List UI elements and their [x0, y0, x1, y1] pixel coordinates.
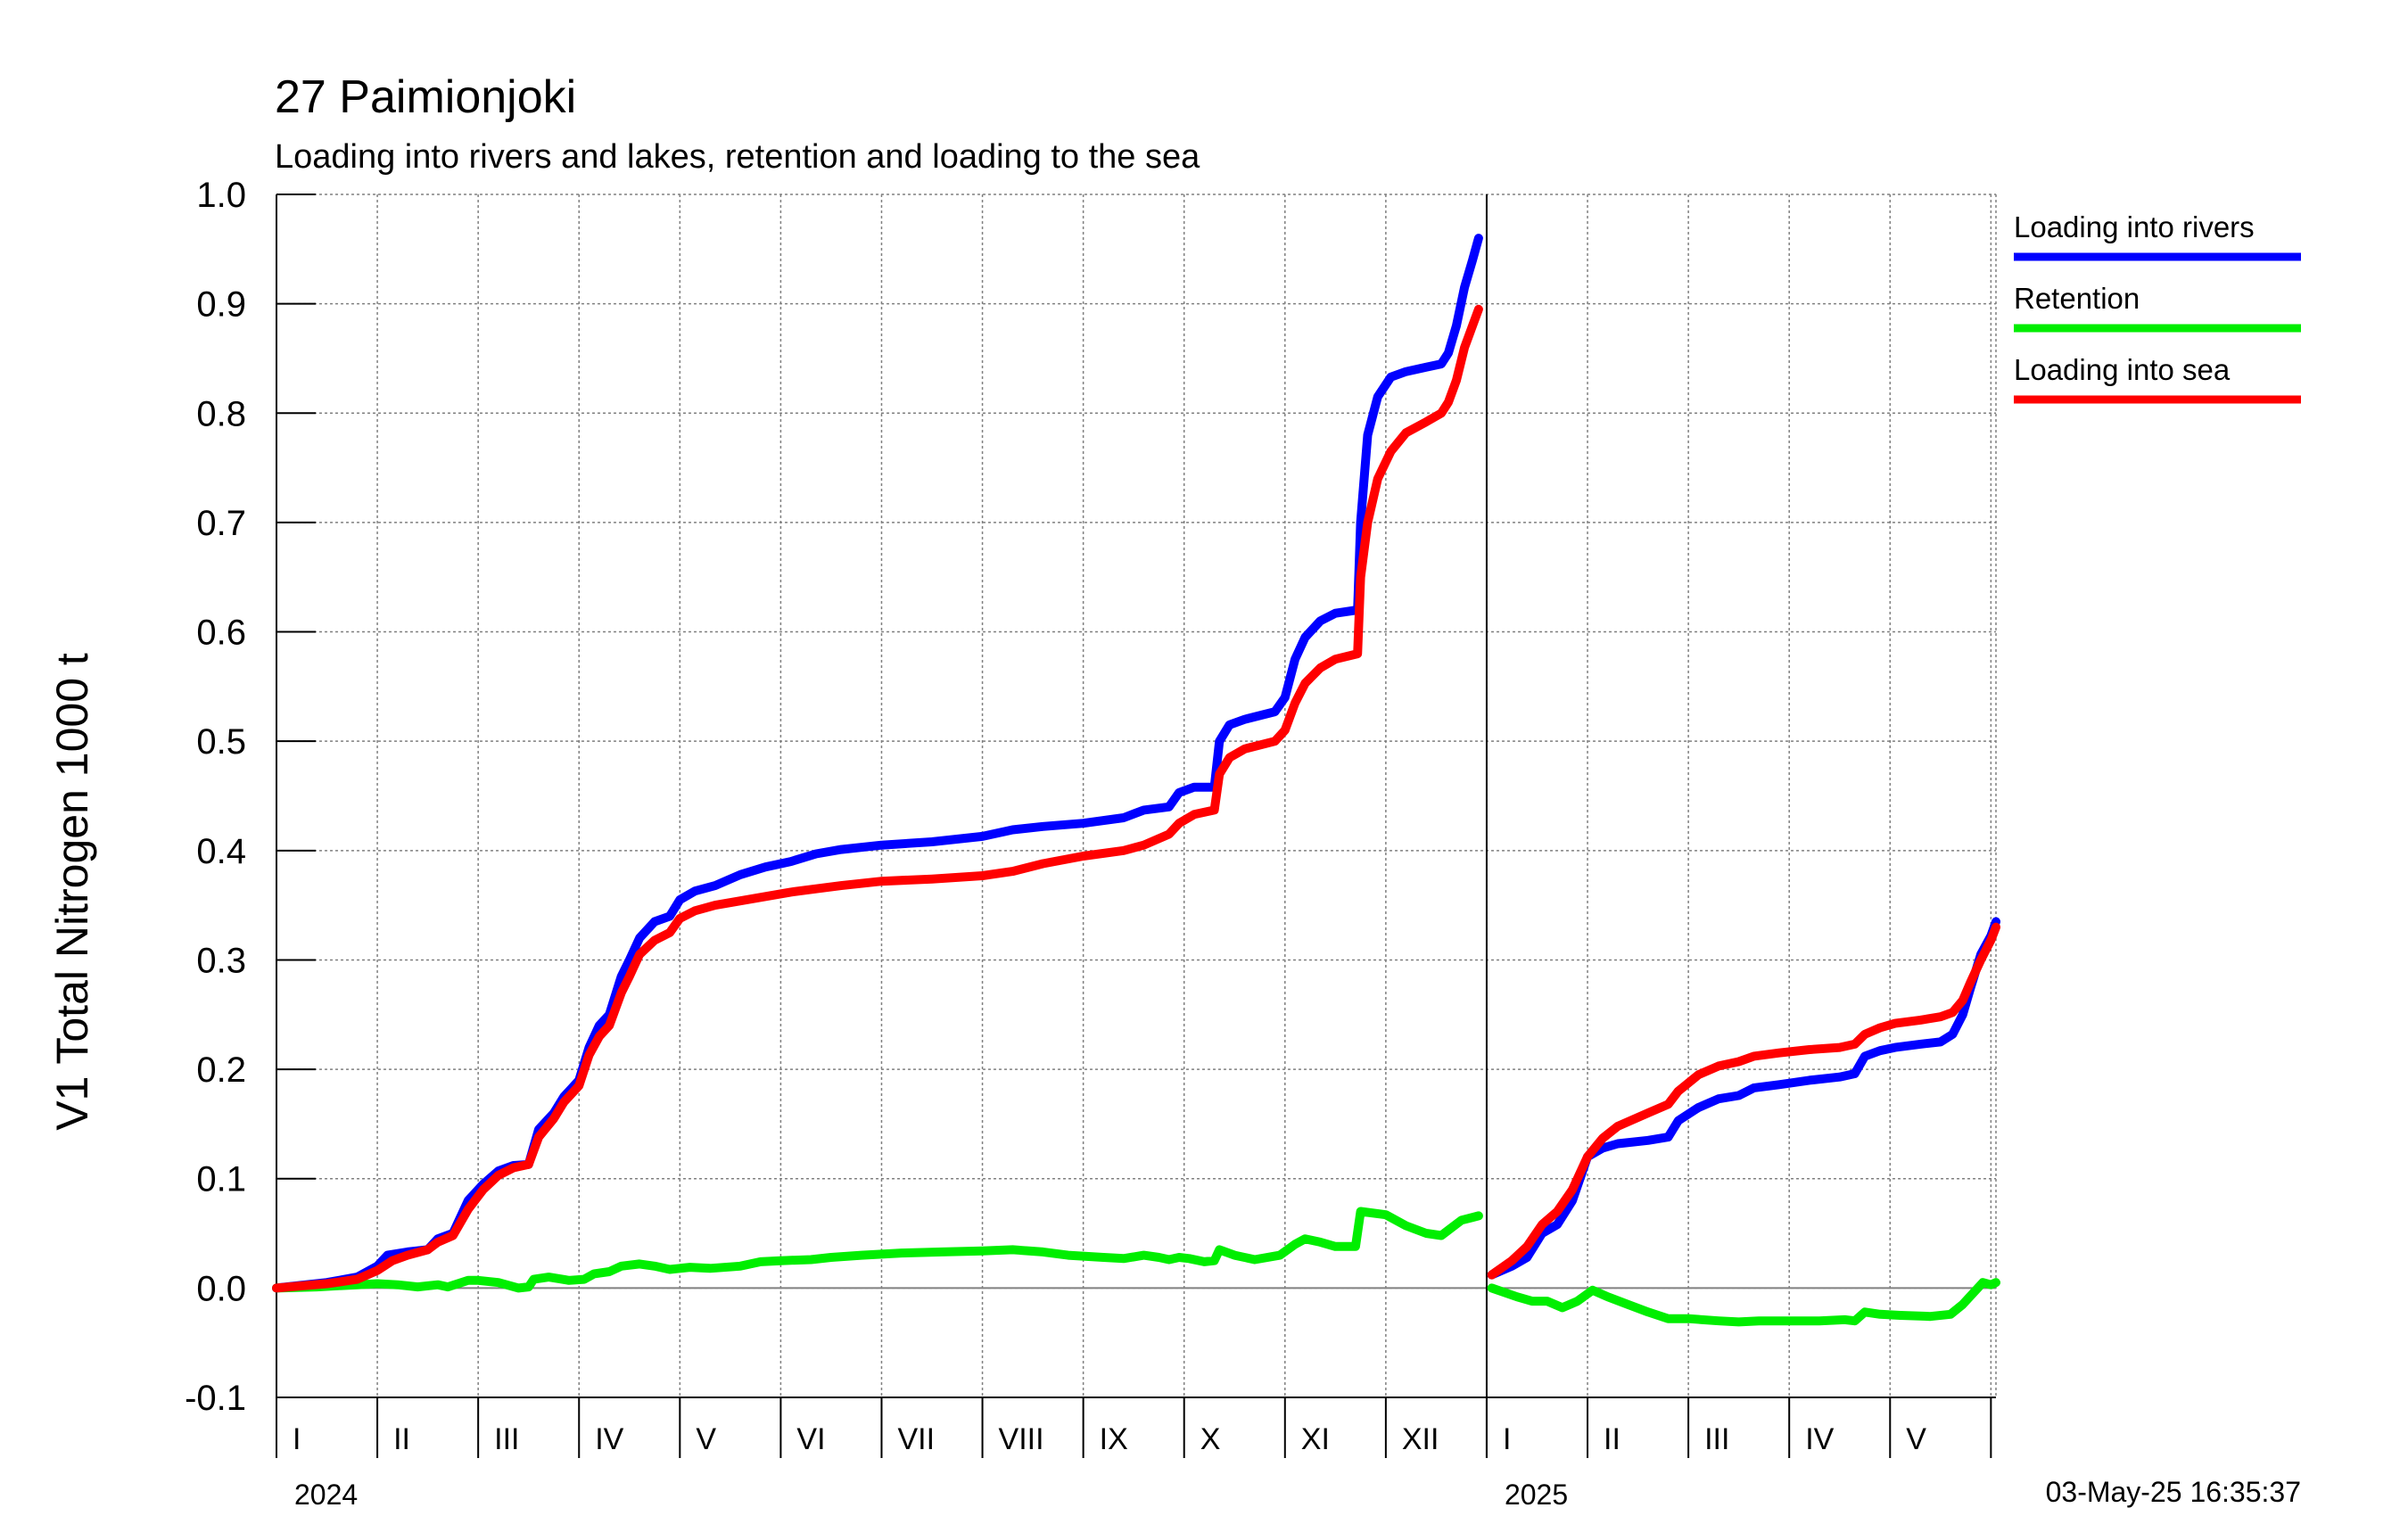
- chart-title: 27 Paimionjoki: [275, 71, 576, 123]
- y-tick-label: 0.7: [196, 504, 246, 543]
- series-line-retention: [1487, 1278, 2000, 1327]
- y-tick-label: 0.4: [196, 832, 246, 871]
- series-line-loading-into-sea: [1487, 922, 2000, 1280]
- series-line-loading-into-rivers: [272, 234, 1483, 1293]
- year-label: 2025: [1505, 1479, 1568, 1511]
- x-month-label: II: [1604, 1422, 1620, 1456]
- x-month-label: X: [1200, 1422, 1221, 1456]
- x-month-label: IX: [1100, 1422, 1128, 1456]
- y-tick-label: -0.1: [185, 1379, 246, 1418]
- y-tick-label: 0.8: [196, 394, 246, 433]
- x-month-label: VII: [897, 1422, 935, 1456]
- axes: 1.00.90.80.70.60.50.40.30.20.10.0-0.1I II…: [185, 176, 1996, 1511]
- series-line-retention: [272, 1207, 1483, 1293]
- x-month-label: I: [293, 1422, 301, 1456]
- x-month-label: V: [696, 1422, 716, 1456]
- year-label: 2024: [294, 1479, 358, 1511]
- legend: Loading into rivers Retention Loading into…: [2014, 210, 2301, 404]
- x-month-label: VIII: [999, 1422, 1044, 1456]
- x-month-label: V: [1906, 1422, 1926, 1456]
- x-month-label: VI: [796, 1422, 825, 1456]
- legend-label: Loading into sea: [2014, 353, 2231, 386]
- y-axis-label: V1 Total Nitrogen 1000 t: [47, 653, 97, 1131]
- y-tick-label: 0.6: [196, 614, 246, 653]
- series-line-loading-into-sea: [272, 304, 1483, 1293]
- y-tick-label: 0.0: [196, 1269, 246, 1308]
- legend-label: Retention: [2014, 282, 2140, 315]
- series-lines: [272, 234, 2000, 1327]
- y-tick-label: 0.5: [196, 722, 246, 762]
- x-month-label: IV: [595, 1422, 623, 1456]
- x-month-label: XI: [1301, 1422, 1330, 1456]
- grid: [276, 194, 1997, 1398]
- y-tick-label: 1.0: [196, 176, 246, 215]
- y-tick-label: 0.9: [196, 285, 246, 325]
- x-month-label: II: [393, 1422, 410, 1456]
- x-month-label: XII: [1402, 1422, 1439, 1456]
- x-month-label: I: [1503, 1422, 1511, 1456]
- legend-label: Loading into rivers: [2014, 210, 2255, 243]
- x-month-label: III: [494, 1422, 519, 1456]
- timestamp: 03-May-25 16:35:37: [2046, 1476, 2301, 1508]
- x-month-label: III: [1704, 1422, 1729, 1456]
- series-line-loading-into-rivers: [1487, 917, 2000, 1280]
- y-tick-label: 0.2: [196, 1050, 246, 1090]
- chart-subtitle: Loading into rivers and lakes, retention…: [275, 138, 1200, 176]
- y-tick-label: 0.1: [196, 1160, 246, 1199]
- x-month-label: IV: [1805, 1422, 1834, 1456]
- y-tick-label: 0.3: [196, 941, 246, 980]
